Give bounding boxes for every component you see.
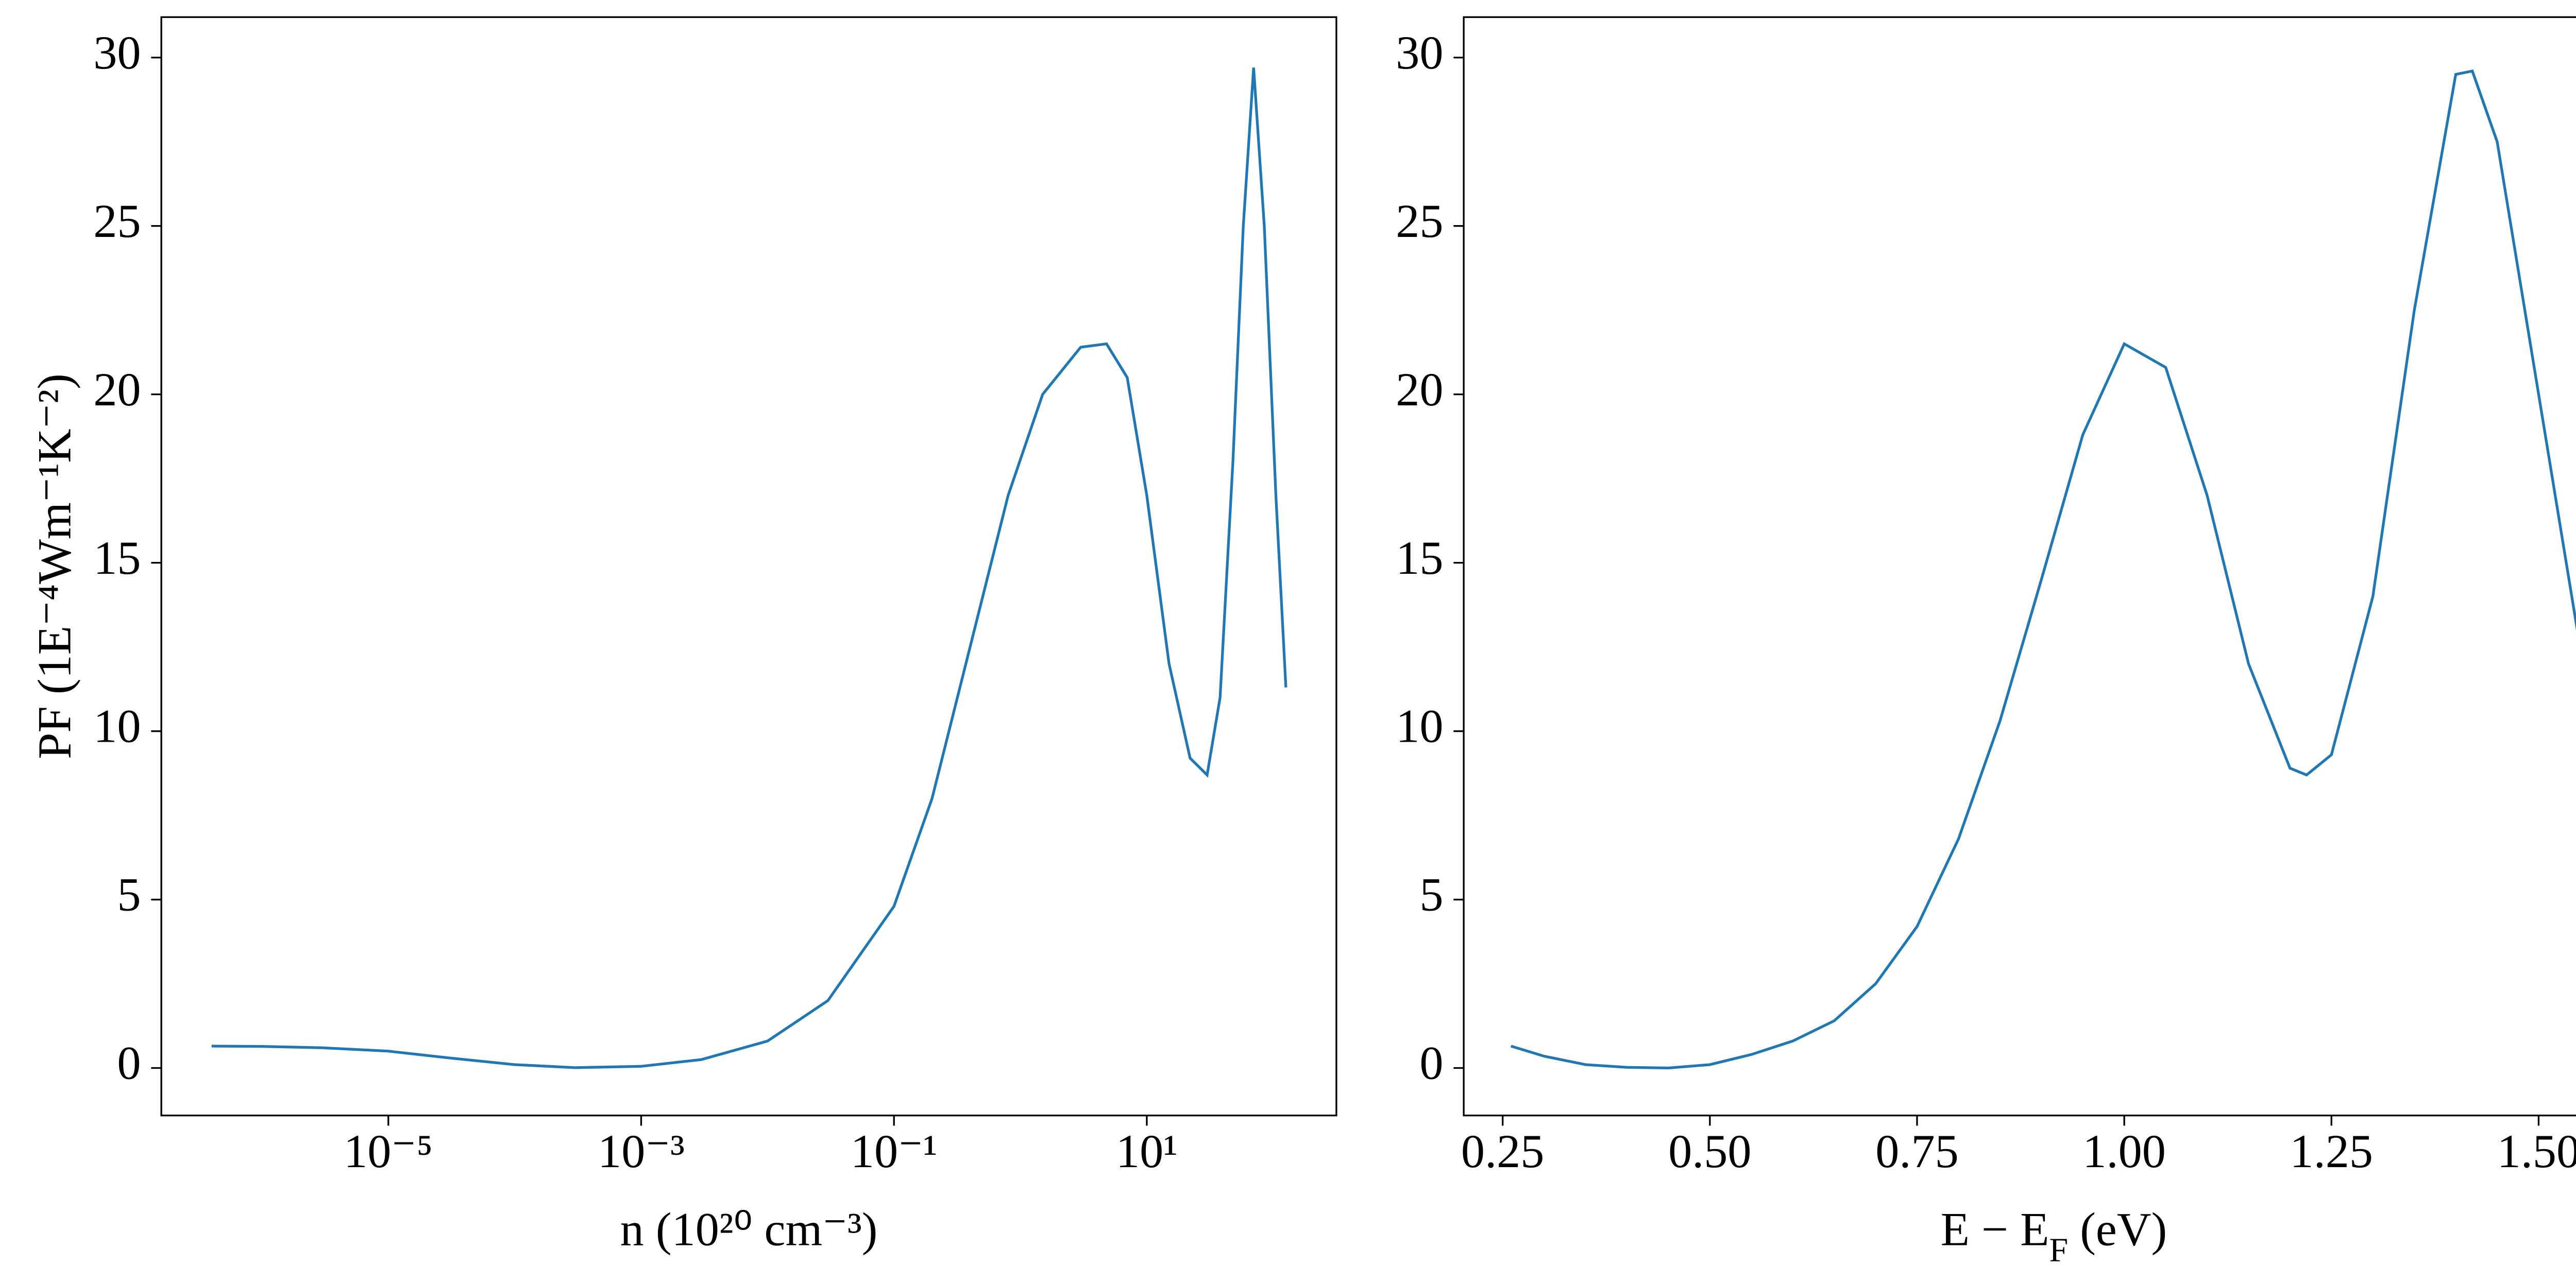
x-tick-label: 10⁻³	[598, 1125, 685, 1177]
label-part: (eV)	[2068, 1203, 2167, 1256]
y-tick-label: 20	[93, 363, 141, 416]
y-tick-label: 30	[1396, 26, 1443, 79]
x-tick-label: 0.75	[1875, 1125, 1958, 1177]
y-tick-label: 25	[93, 195, 141, 247]
y-tick-label: 15	[1396, 532, 1443, 584]
y-axis-label: PF (1E⁻⁴Wm⁻¹K⁻²)	[28, 373, 81, 759]
x-tick-label: 1.50	[2497, 1125, 2576, 1177]
x-axis-label: n (10²⁰ cm⁻³)	[620, 1203, 878, 1256]
x-tick-label: 10⁻⁵	[344, 1125, 433, 1177]
y-tick-label: 0	[1419, 1037, 1443, 1089]
y-tick-label: 10	[93, 700, 141, 753]
y-tick-label: 30	[93, 26, 141, 79]
x-axis-label: E − EF (eV)	[1941, 1203, 2167, 1269]
y-tick-label: 25	[1396, 195, 1443, 247]
x-tick-label: 1.25	[2290, 1125, 2373, 1177]
plot-frame	[1463, 16, 2576, 1117]
x-tick-label: 0.50	[1668, 1125, 1751, 1177]
y-tick-label: 15	[93, 532, 141, 584]
data-line	[1511, 69, 2576, 1070]
x-tick-label: 0.25	[1461, 1125, 1544, 1177]
x-tick-label: 10¹	[1116, 1125, 1178, 1177]
y-tick-label: 0	[117, 1037, 141, 1089]
y-tick-label: 20	[1396, 363, 1443, 416]
x-tick-label: 1.00	[2082, 1125, 2165, 1177]
data-line	[211, 67, 1287, 1069]
x-tick-label: 10⁻¹	[851, 1125, 938, 1177]
plot-frame	[160, 16, 1337, 1117]
y-tick-label: 5	[117, 868, 141, 921]
label-part: E − E	[1941, 1203, 2049, 1256]
y-tick-label: 10	[1396, 700, 1443, 753]
y-tick-label: 5	[1419, 868, 1443, 921]
label-subscript: F	[2049, 1231, 2068, 1269]
